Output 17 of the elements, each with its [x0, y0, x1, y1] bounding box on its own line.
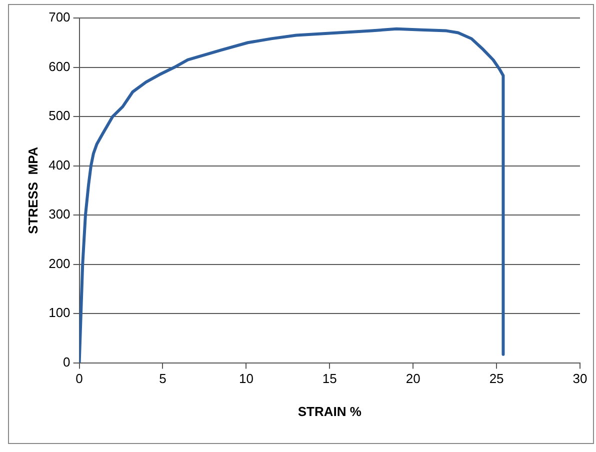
x-tick-label: 10: [238, 371, 254, 386]
x-tick-label: 5: [159, 371, 166, 386]
y-tick-label: 100: [48, 305, 70, 320]
y-tick-label: 0: [63, 354, 70, 370]
x-tick-label: 30: [572, 371, 588, 386]
y-axis-title: STRESS MPA: [25, 146, 40, 234]
x-tick-label: 25: [489, 371, 504, 386]
y-tick-label: 200: [48, 256, 70, 271]
x-axis-title: STRAIN %: [298, 404, 362, 419]
x-tick-label: 20: [406, 371, 420, 386]
y-tick-label: 700: [48, 10, 70, 25]
y-tick-label: 400: [48, 157, 70, 172]
x-tick-label: 15: [322, 371, 337, 386]
y-tick-label: 500: [48, 108, 70, 124]
y-tick-label: 300: [48, 206, 70, 222]
y-tick-label: 600: [48, 58, 70, 74]
x-tick-label: 0: [76, 371, 83, 386]
